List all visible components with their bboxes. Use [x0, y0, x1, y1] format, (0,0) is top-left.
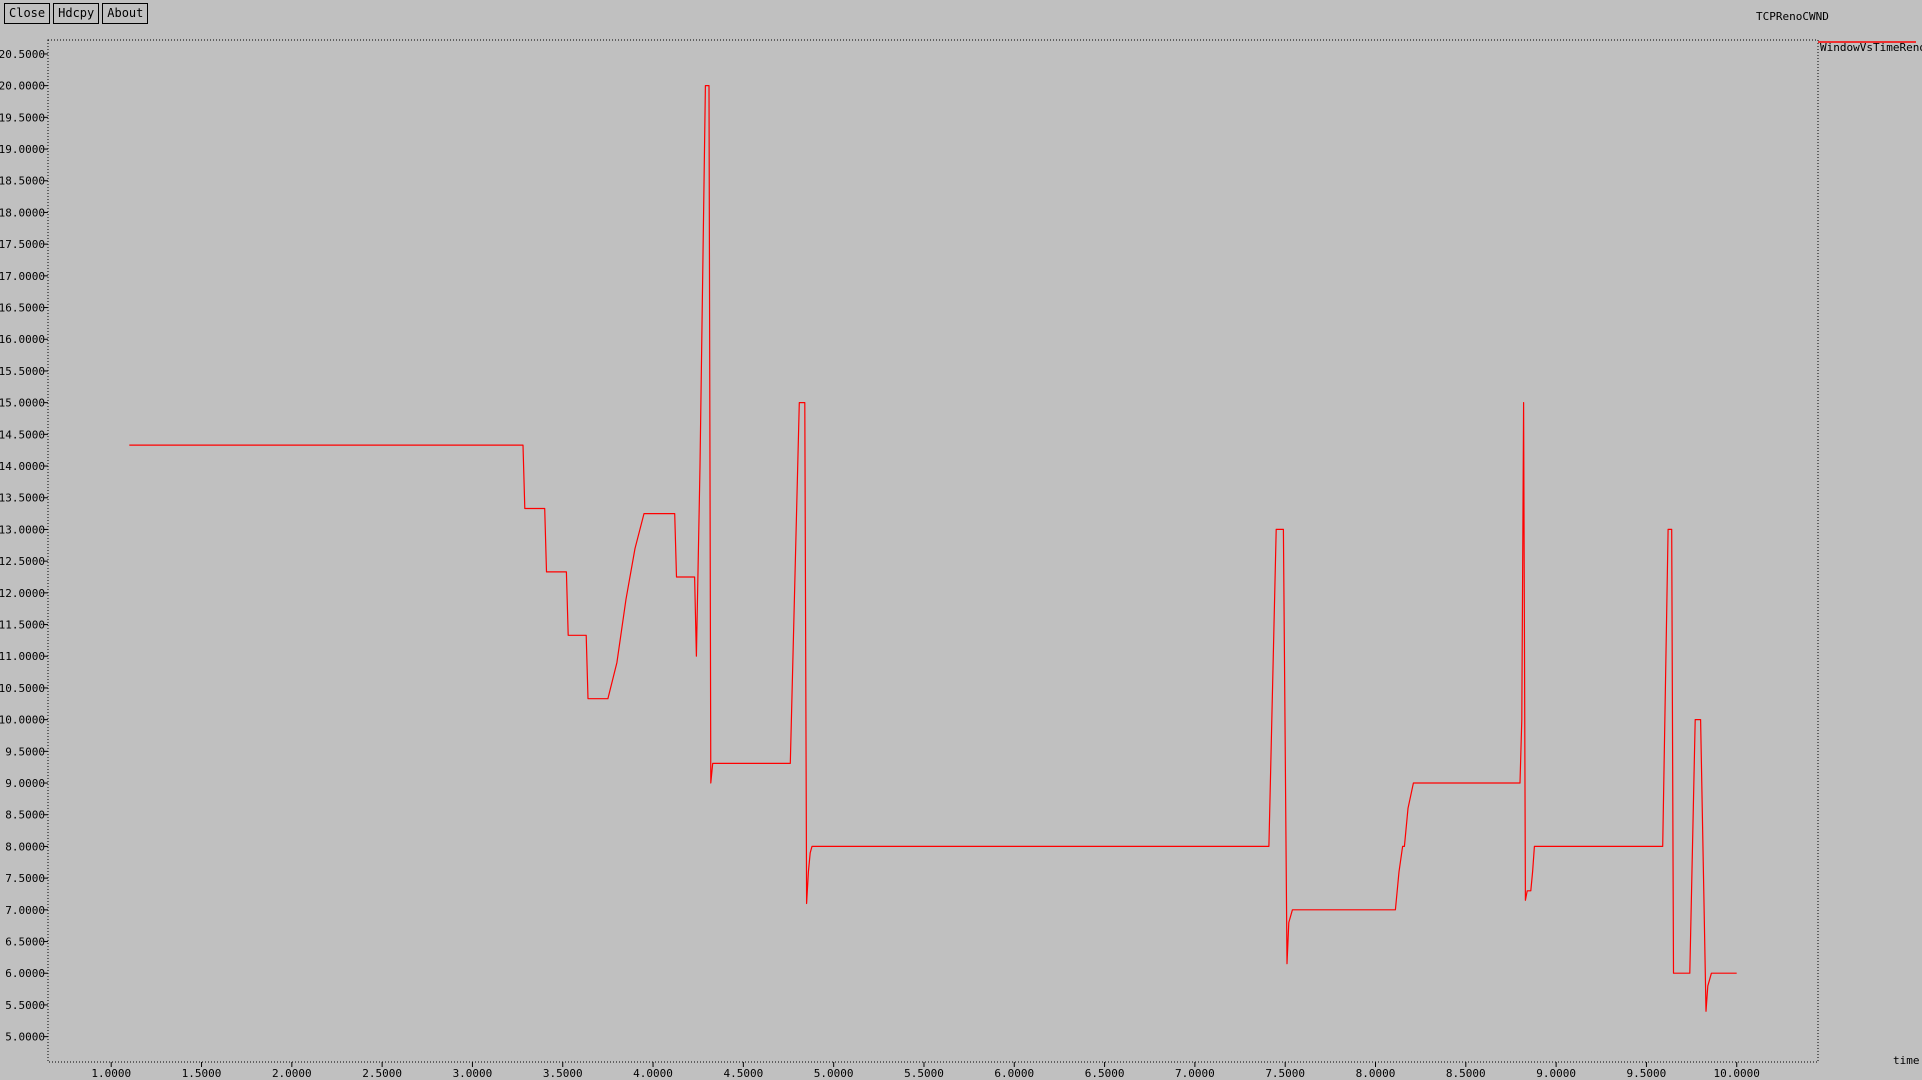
y-tick-label: 16.0000 — [0, 333, 45, 346]
x-tick-label: 4.0000 — [633, 1067, 673, 1080]
y-tick-label: 12.0000 — [0, 587, 45, 600]
close-button[interactable]: Close — [4, 3, 51, 24]
y-tick-label: 8.0000 — [5, 840, 45, 853]
plot-frame — [47, 39, 1819, 1063]
about-button[interactable]: About — [102, 3, 149, 24]
y-tick-label: 18.5000 — [0, 175, 45, 188]
y-tick-label: 5.0000 — [5, 1031, 45, 1044]
y-tick-label: 13.0000 — [0, 523, 45, 536]
legend: WindowVsTimeReno — [1818, 41, 1922, 54]
y-tick-label: 12.5000 — [0, 555, 45, 568]
y-tick-label: 8.5000 — [5, 809, 45, 822]
y-tick-label: 9.5000 — [5, 745, 45, 758]
x-tick-label: 9.5000 — [1627, 1067, 1667, 1080]
y-tick-label: 5.5000 — [5, 999, 45, 1012]
x-tick-label: 4.5000 — [723, 1067, 763, 1080]
window-title: TCPRenoCWND — [1756, 10, 1829, 23]
x-tick-label: 7.0000 — [1175, 1067, 1215, 1080]
y-tick-label: 10.0000 — [0, 714, 45, 727]
y-tick-label: 19.5000 — [0, 111, 45, 124]
y-tick-label: 16.5000 — [0, 302, 45, 315]
x-tick-label: 2.0000 — [272, 1067, 312, 1080]
x-tick-label: 2.5000 — [362, 1067, 402, 1080]
x-axis: 1.0000 1.5000 2.0000 2.5000 3.0000 3.5000 4.00… — [91, 1062, 1760, 1080]
y-tick-label: 7.5000 — [5, 872, 45, 885]
x-tick-label: 5.0000 — [814, 1067, 854, 1080]
y-tick-label: 20.0000 — [0, 80, 45, 93]
y-axis: 5.0000 5.5000 6.0000 6.5000 7.0000 7.5000 8.00… — [0, 48, 48, 1044]
y-tick-label: 20.5000 — [0, 48, 45, 61]
x-tick-label: 9.0000 — [1536, 1067, 1576, 1080]
plot-border — [47, 39, 1819, 1063]
series-line-windowvstimereno — [129, 84, 1737, 1012]
y-tick-label: 11.0000 — [0, 650, 45, 663]
y-tick-label: 14.0000 — [0, 460, 45, 473]
y-tick-label: 15.0000 — [0, 397, 45, 410]
y-tick-label: 19.0000 — [0, 143, 45, 156]
y-tick-label: 6.0000 — [5, 967, 45, 980]
y-tick-label: 11.5000 — [0, 619, 45, 632]
x-axis-label: time — [1893, 1054, 1920, 1067]
x-tick-label: 3.0000 — [453, 1067, 493, 1080]
legend-label: WindowVsTimeReno — [1820, 41, 1922, 54]
y-tick-label: 17.0000 — [0, 270, 45, 283]
y-tick-label: 10.5000 — [0, 682, 45, 695]
x-tick-label: 8.0000 — [1356, 1067, 1396, 1080]
y-tick-label: 17.5000 — [0, 238, 45, 251]
y-tick-label: 13.5000 — [0, 492, 45, 505]
hdcpy-button[interactable]: Hdcpy — [53, 3, 100, 24]
x-tick-label: 3.5000 — [543, 1067, 583, 1080]
y-tick-label: 14.5000 — [0, 428, 45, 441]
x-tick-label: 6.5000 — [1085, 1067, 1125, 1080]
x-tick-label: 7.5000 — [1265, 1067, 1305, 1080]
x-tick-label: 1.5000 — [182, 1067, 222, 1080]
y-tick-label: 9.0000 — [5, 777, 45, 790]
y-tick-label: 15.5000 — [0, 365, 45, 378]
toolbar: Close Hdcpy About — [4, 3, 149, 24]
x-tick-label: 8.5000 — [1446, 1067, 1486, 1080]
x-tick-label: 10.0000 — [1714, 1067, 1760, 1080]
x-tick-label: 1.0000 — [91, 1067, 131, 1080]
y-tick-label: 7.0000 — [5, 904, 45, 917]
y-tick-label: 18.0000 — [0, 206, 45, 219]
x-tick-label: 5.5000 — [904, 1067, 944, 1080]
series-layer — [129, 84, 1737, 1012]
y-tick-label: 6.5000 — [5, 936, 45, 949]
x-tick-label: 6.0000 — [994, 1067, 1034, 1080]
